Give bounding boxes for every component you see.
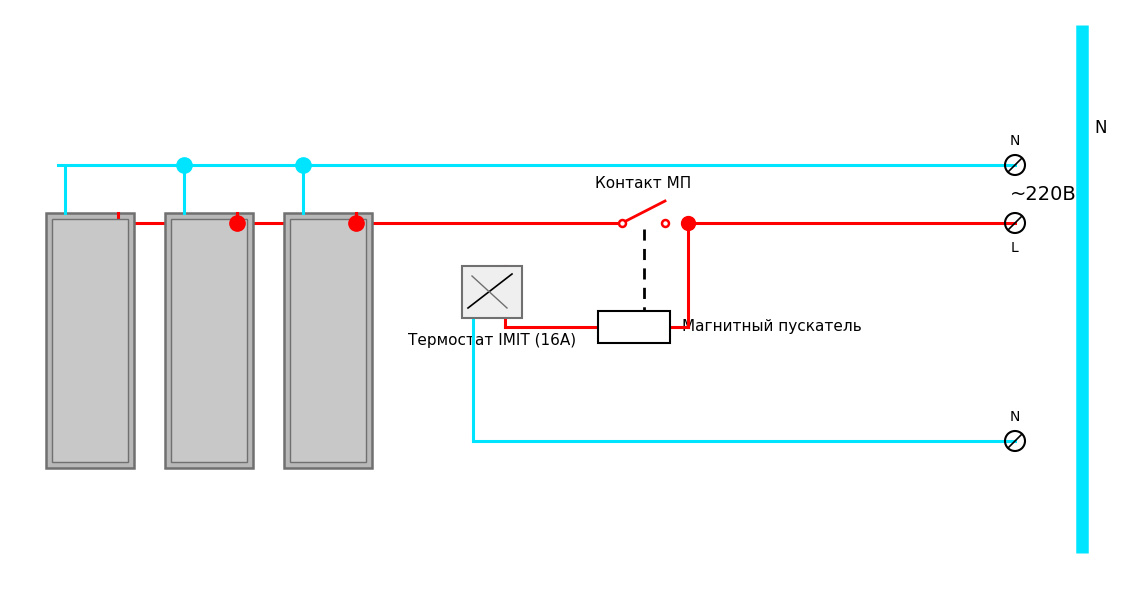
Bar: [46, 213, 134, 468]
Text: Термостат IMIT (16A): Термостат IMIT (16A): [408, 333, 576, 348]
Text: ~220В: ~220В: [1010, 185, 1077, 203]
Text: N: N: [1094, 119, 1106, 137]
Text: Контакт МП: Контакт МП: [596, 176, 691, 191]
Bar: [171, 219, 247, 462]
Bar: [598, 311, 670, 343]
Text: N: N: [1010, 134, 1020, 148]
FancyBboxPatch shape: [462, 266, 522, 318]
Text: L: L: [1011, 241, 1019, 255]
Bar: [52, 219, 128, 462]
Text: N: N: [1010, 410, 1020, 424]
Text: Магнитный пускатель: Магнитный пускатель: [682, 320, 862, 335]
Bar: [165, 213, 252, 468]
Bar: [289, 219, 366, 462]
Bar: [284, 213, 373, 468]
